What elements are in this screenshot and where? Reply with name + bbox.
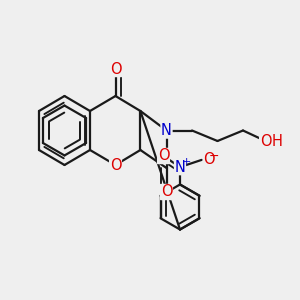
Text: H: H [272,134,283,148]
Text: O: O [110,61,121,76]
Text: −: − [209,150,220,164]
Text: +: + [181,157,191,167]
Text: N: N [161,123,172,138]
Text: O: O [110,158,121,172]
Text: N: N [175,160,185,175]
Text: O: O [203,152,215,167]
Text: O: O [161,184,172,200]
Text: O: O [158,148,169,164]
Text: O: O [260,134,271,148]
